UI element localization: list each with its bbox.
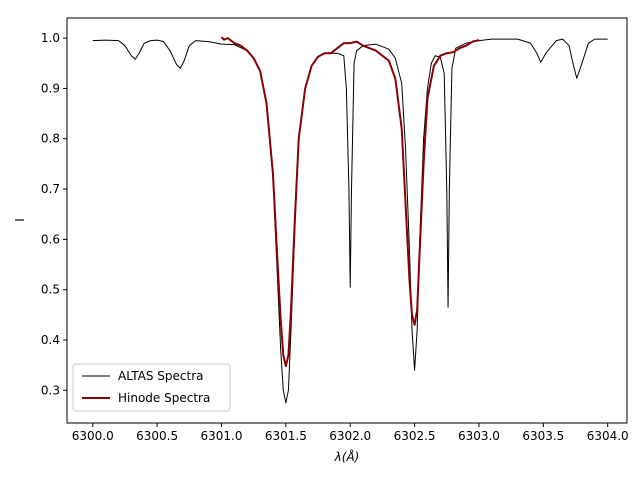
x-tick-label: 6303.0 bbox=[458, 429, 500, 443]
y-tick-label: 0.4 bbox=[41, 333, 60, 347]
y-axis-label: I bbox=[13, 218, 27, 222]
y-tick-label: 0.8 bbox=[41, 132, 60, 146]
x-tick-label: 6302.5 bbox=[394, 429, 436, 443]
x-tick-label: 6302.0 bbox=[329, 429, 371, 443]
y-axis: 0.3 0.4 0.5 0.6 0.7 0.8 0.9 1.0 bbox=[41, 31, 67, 397]
x-axis-label: λ(Å) bbox=[334, 449, 360, 464]
x-tick-label: 6304.0 bbox=[587, 429, 629, 443]
y-tick-label: 0.6 bbox=[41, 232, 60, 246]
x-tick-label: 6300.5 bbox=[136, 429, 178, 443]
legend-box bbox=[72, 363, 231, 412]
x-tick-label: 6300.0 bbox=[72, 429, 114, 443]
y-tick-label: 1.0 bbox=[41, 31, 60, 45]
y-tick-label: 0.3 bbox=[41, 383, 60, 397]
series-layer bbox=[92, 36, 608, 404]
x-tick-label: 6303.5 bbox=[522, 429, 564, 443]
legend: ALTAS Spectra Hinode Spectra bbox=[72, 363, 231, 412]
y-tick-label: 0.9 bbox=[41, 81, 60, 95]
x-axis: 6300.0 6300.5 6301.0 6301.5 6302.0 6302.5 6303… bbox=[72, 423, 629, 443]
series-line-altas bbox=[92, 38, 608, 404]
y-tick-label: 0.7 bbox=[41, 182, 60, 196]
y-tick-label: 0.5 bbox=[41, 283, 60, 297]
x-tick-label: 6301.0 bbox=[200, 429, 242, 443]
plot-frame bbox=[66, 17, 628, 424]
x-tick-label: 6301.5 bbox=[265, 429, 307, 443]
series-line-hinode bbox=[220, 36, 480, 368]
legend-label-hinode: Hinode Spectra bbox=[118, 391, 210, 405]
legend-label-altas: ALTAS Spectra bbox=[118, 369, 204, 383]
